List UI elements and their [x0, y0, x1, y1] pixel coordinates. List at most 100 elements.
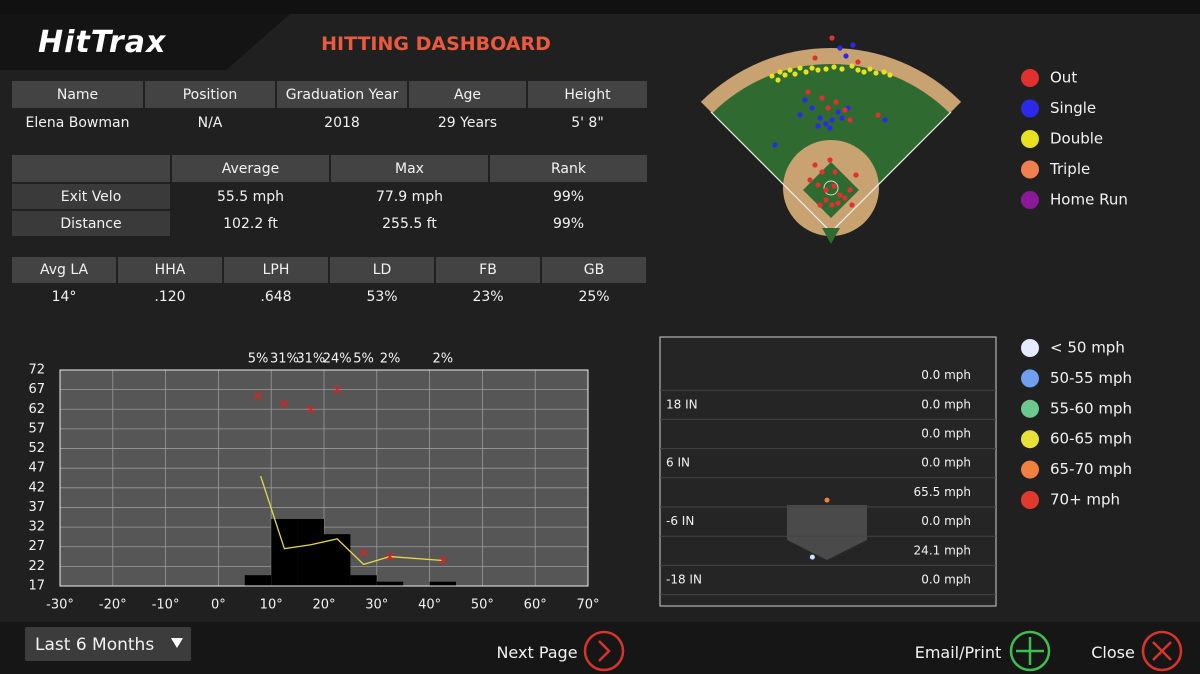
hit-dot	[839, 115, 845, 121]
pitch-dot	[824, 497, 830, 503]
range-dropdown-label[interactable]: Last 6 Months	[35, 635, 155, 655]
home-plate	[787, 505, 867, 560]
zone-row-label: 6 IN	[666, 456, 690, 470]
hit-dot	[850, 42, 856, 48]
row-header: Exit Velo	[12, 184, 170, 209]
zone-panel	[659, 336, 997, 607]
hit-dot	[861, 69, 867, 75]
hit-dot	[777, 69, 783, 75]
table-header-blank	[12, 155, 170, 182]
x-tick-label: 20°	[312, 598, 335, 613]
table-cell: 25%	[578, 289, 610, 305]
hit-dot	[823, 187, 829, 193]
hit-dot	[882, 117, 888, 123]
zone-row-speed: 0.0 mph	[921, 456, 971, 470]
hit-dot	[815, 123, 821, 129]
x-tick-label: -30°	[46, 598, 74, 613]
close-label[interactable]: Close	[1091, 642, 1135, 662]
legend-label: 50-55 mph	[1050, 369, 1132, 387]
y-tick-label: 42	[28, 480, 45, 495]
hit-dot	[842, 195, 848, 201]
email-print-label[interactable]: Email/Print	[914, 642, 1002, 662]
legend-swatch	[1021, 160, 1039, 179]
hit-dot	[809, 105, 815, 111]
table-cell: 77.9 mph	[375, 188, 444, 205]
hit-dot	[829, 117, 835, 123]
dropdown-arrow[interactable]	[170, 637, 184, 649]
infield-grass	[803, 162, 859, 218]
hit-dot	[833, 99, 839, 105]
table-cell: 53%	[366, 289, 398, 305]
hit-dot	[837, 192, 843, 198]
hit-dot	[835, 109, 841, 115]
x-tick-label: -10°	[152, 598, 180, 613]
bar-value-label: 2%	[432, 352, 453, 367]
table-header: Average	[172, 155, 329, 182]
table-cell: 102.2 ft	[223, 215, 278, 232]
hit-dot	[867, 66, 873, 72]
pitch-dot	[809, 554, 815, 560]
x-tick-label: 70°	[576, 598, 599, 613]
hit-dot	[849, 202, 855, 208]
y-tick-label: 52	[28, 441, 45, 456]
hit-dot	[843, 53, 849, 59]
y-tick-label: 47	[28, 461, 45, 476]
hit-dot	[832, 169, 838, 175]
y-tick-label: 57	[28, 421, 45, 436]
scatter-marker	[438, 556, 447, 565]
bar-value-label: 5%	[248, 352, 269, 367]
hit-dot	[827, 125, 833, 131]
table-header: FB	[436, 257, 540, 283]
x-tick-label: 40°	[418, 598, 441, 613]
legend-swatch	[1021, 99, 1039, 118]
legend-label: Out	[1050, 69, 1077, 87]
legend-label: Home Run	[1050, 191, 1128, 209]
y-tick-label: 32	[28, 520, 45, 535]
hit-dot	[802, 97, 808, 103]
table-cell: 99%	[552, 215, 585, 232]
scatter-marker	[385, 552, 395, 561]
row-header: Distance	[12, 211, 170, 236]
email-print-button[interactable]	[1008, 629, 1054, 673]
bar-value-label: 31%	[270, 352, 299, 367]
x-tick-label: 0°	[211, 598, 226, 613]
hit-dot	[797, 112, 803, 118]
y-tick-label: 17	[28, 579, 45, 594]
page-title: HITTING DASHBOARD	[321, 33, 551, 55]
hit-dot	[855, 59, 861, 65]
legend-swatch	[1021, 430, 1039, 449]
scatter-marker	[253, 391, 263, 400]
legend-label: < 50 mph	[1050, 339, 1125, 357]
hit-dot	[839, 66, 845, 72]
y-tick-label: 62	[28, 402, 45, 417]
close-button[interactable]	[1140, 629, 1186, 673]
next-page-label[interactable]: Next Page	[496, 642, 578, 662]
table-header: LD	[330, 257, 434, 283]
hit-dot	[812, 55, 818, 61]
hit-dot	[805, 89, 811, 95]
hit-dot	[831, 183, 837, 189]
next-page-button[interactable]	[582, 629, 628, 673]
hit-dot	[853, 172, 859, 178]
y-tick-label: 37	[28, 500, 45, 515]
range-dropdown[interactable]	[25, 627, 191, 661]
hit-dot	[842, 107, 848, 113]
legend-label: Double	[1050, 130, 1103, 148]
hit-dot	[823, 197, 829, 203]
histogram-bar	[429, 581, 456, 586]
x-tick-label: 10°	[260, 598, 283, 613]
hit-dot	[817, 202, 823, 208]
bar-value-label: 31%	[296, 352, 325, 367]
legend-swatch	[1021, 191, 1039, 209]
hit-dot	[847, 117, 853, 123]
top-bar	[0, 0, 1200, 14]
y-tick-label: 67	[28, 382, 45, 397]
hit-dot	[827, 157, 833, 163]
table-cell: 23%	[472, 289, 504, 305]
zone-row-speed: 0.0 mph	[921, 514, 971, 528]
zone-row-speed: 0.0 mph	[921, 397, 971, 411]
zone-row-label: 18 IN	[666, 397, 698, 411]
legend-swatch	[1021, 130, 1039, 148]
scatter-marker	[306, 405, 315, 414]
table-header: GB	[542, 257, 646, 283]
